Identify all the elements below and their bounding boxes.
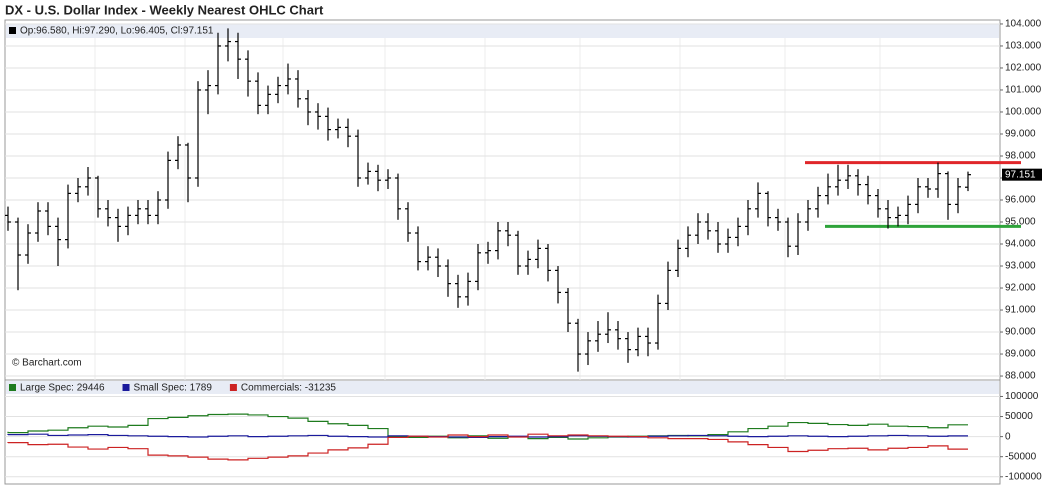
series-line bbox=[7, 433, 968, 439]
y-tick-label: 91.000 bbox=[1005, 305, 1036, 316]
legend-band bbox=[6, 381, 999, 394]
y-tick-label: 104.000 bbox=[1005, 19, 1042, 30]
y-tick-label: 90.000 bbox=[1005, 327, 1036, 338]
y-tick-label: -50000 bbox=[1005, 451, 1037, 462]
price-tag-label: 97.151 bbox=[1005, 169, 1036, 180]
y-tick-label: 100.000 bbox=[1005, 107, 1042, 118]
v-grid bbox=[94, 38, 881, 380]
y-tick-label: 98.000 bbox=[1005, 151, 1036, 162]
y-tick-label: 95.000 bbox=[1005, 217, 1036, 228]
cot-panel bbox=[4, 379, 1001, 485]
credit: © Barchart.com bbox=[12, 358, 82, 369]
y-tick-label: 50000 bbox=[1005, 411, 1033, 422]
legend-label: Commercials: -31235 bbox=[241, 383, 336, 394]
y-tick-label: 102.000 bbox=[1005, 63, 1042, 74]
price-tag bbox=[1002, 168, 1042, 181]
y-tick-label: 89.000 bbox=[1005, 349, 1036, 360]
series-line bbox=[7, 433, 968, 461]
y-tick-label: 92.000 bbox=[1005, 283, 1036, 294]
ohlc-legend: Op:96.580, Hi:97.290, Lo:96.405, Cl:97.1… bbox=[20, 26, 214, 37]
legend-band bbox=[6, 24, 999, 38]
y-tick-label: 101.000 bbox=[1005, 85, 1042, 96]
y-tick-label: 99.000 bbox=[1005, 129, 1036, 140]
legend-label: Large Spec: 29446 bbox=[20, 383, 105, 394]
y-tick-label: -100000 bbox=[1005, 471, 1042, 482]
chart-title: DX - U.S. Dollar Index - Weekly Nearest … bbox=[5, 2, 324, 17]
y-tick-label: 88.000 bbox=[1005, 371, 1036, 382]
legend-swatch bbox=[9, 384, 16, 391]
y-tick-label: 100000 bbox=[1005, 391, 1039, 402]
y-tick-label: 94.000 bbox=[1005, 239, 1036, 250]
y-tick-label: 0 bbox=[1005, 431, 1011, 442]
legend-swatch bbox=[229, 384, 237, 391]
y-tick-label: 93.000 bbox=[1005, 261, 1036, 272]
y-tick-label: 103.000 bbox=[1005, 41, 1042, 52]
legend-swatch bbox=[122, 384, 130, 391]
legend-label: Small Spec: 1789 bbox=[134, 383, 213, 394]
y-tick-label: 96.000 bbox=[1005, 195, 1036, 206]
legend-swatch bbox=[9, 27, 16, 34]
